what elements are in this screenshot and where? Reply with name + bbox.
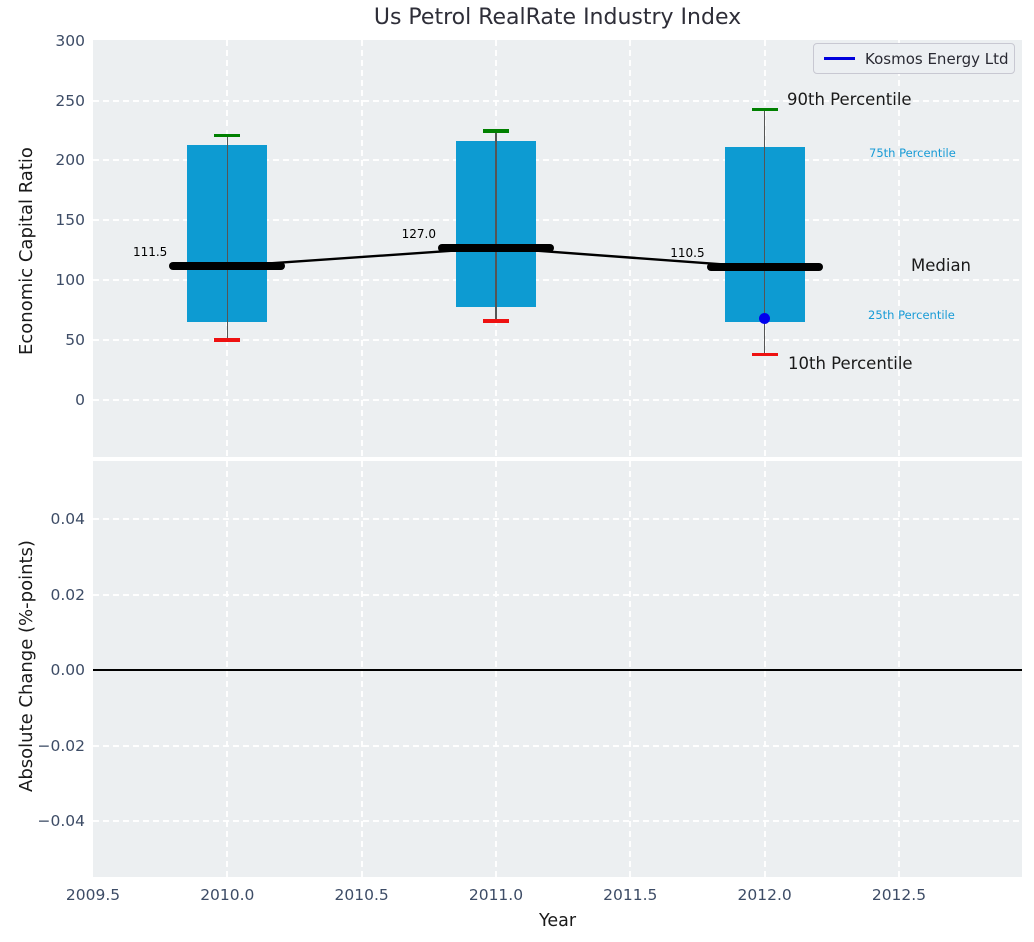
top-y-tick-label: 300 (55, 31, 85, 50)
gridline-horizontal (93, 398, 1022, 401)
top-y-tick-label: 200 (55, 151, 85, 170)
cap-90th-percentile (214, 133, 241, 138)
gridline-vertical (360, 40, 363, 457)
gridline-horizontal (93, 338, 1022, 341)
gridline-horizontal (93, 593, 1022, 596)
median-bar (169, 262, 286, 271)
gridline-vertical (629, 461, 632, 877)
top-y-tick-label: 50 (65, 330, 85, 349)
bottom-y-tick-label: −0.02 (37, 736, 86, 755)
gridline-vertical (897, 40, 900, 457)
boxplot-whisker (226, 135, 229, 340)
cap-90th-percentile (482, 129, 509, 133)
bottom-y-tick-label: 0.02 (50, 585, 85, 604)
bottom-plot-area (93, 461, 1022, 877)
gridline-horizontal (93, 518, 1022, 521)
gridline-vertical (226, 461, 229, 877)
cap-10th-percentile (751, 352, 778, 357)
median-value-label: 110.5 (670, 246, 705, 261)
gridline-horizontal (93, 99, 1022, 102)
annotation-75th-percentile: 75th Percentile (869, 146, 956, 160)
bottom-y-tick-label: 0.04 (50, 510, 85, 529)
gridline-horizontal (93, 219, 1022, 222)
median-value-label: 111.5 (132, 245, 168, 260)
annotation-median: Median (911, 256, 972, 275)
cap-90th-percentile (751, 107, 778, 112)
median-bar (437, 243, 554, 252)
median-value-label: 127.0 (401, 226, 436, 241)
zero-line (93, 669, 1022, 672)
x-tick-label: 2011.5 (603, 886, 658, 904)
legend: Kosmos Energy Ltd (813, 43, 1015, 74)
x-tick-label: 2012.0 (737, 886, 792, 904)
gridline-vertical (360, 461, 363, 877)
top-y-tick-label: 250 (55, 91, 85, 110)
top-y-tick-label: 0 (75, 390, 85, 409)
gridline-horizontal (93, 744, 1022, 747)
gridline-horizontal (93, 278, 1022, 281)
gridline-vertical (494, 461, 497, 877)
gridline-vertical (897, 461, 900, 877)
x-tick-label: 2009.5 (65, 886, 121, 904)
company-data-point (759, 312, 771, 324)
chart-title: Us Petrol RealRate Industry Index (373, 5, 742, 30)
top-y-tick-label: 150 (55, 211, 85, 230)
x-tick-label: 2011.0 (468, 886, 524, 904)
top-y-tick-label: 100 (55, 270, 85, 289)
gridline-horizontal (93, 159, 1022, 162)
boxplot-whisker (763, 109, 766, 355)
x-tick-label: 2012.5 (871, 886, 927, 904)
x-tick-label: 2010.0 (200, 886, 255, 904)
annotation-25th-percentile: 25th Percentile (868, 308, 955, 322)
annotation-90th-percentile: 90th Percentile (787, 90, 912, 109)
boxplot-whisker (495, 130, 497, 321)
legend-line-swatch (824, 57, 855, 60)
cap-10th-percentile (214, 338, 241, 342)
legend-label: Kosmos Energy Ltd (865, 49, 1009, 68)
gridline-horizontal (93, 820, 1022, 823)
bottom-y-tick-label: −0.04 (37, 812, 86, 831)
annotation-10th-percentile: 10th Percentile (788, 354, 913, 373)
gridline-vertical (763, 461, 766, 877)
median-bar (706, 263, 823, 272)
bottom-y-tick-label: 0.00 (50, 661, 85, 680)
x-axis-label: Year (538, 911, 577, 931)
gridline-vertical (629, 40, 632, 457)
cap-10th-percentile (482, 319, 509, 323)
x-tick-label: 2010.5 (334, 886, 389, 904)
